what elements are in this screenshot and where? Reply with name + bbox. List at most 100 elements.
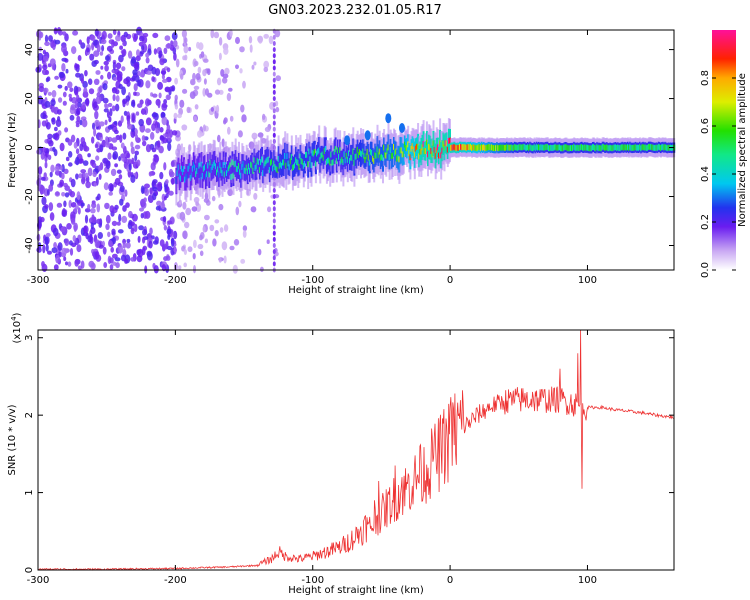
spectrogram-noise-blob	[91, 216, 97, 224]
spectrogram-streak-blob	[272, 236, 276, 242]
spectrogram-ridge-core	[242, 161, 245, 167]
spectrogram-noise-blob	[132, 69, 138, 76]
spectrogram-ridge-core	[358, 149, 361, 155]
spectrogram-noise-blob	[145, 80, 151, 89]
spectrogram-noise-blob	[63, 168, 69, 174]
spectrogram-noise-blob	[207, 68, 211, 76]
spectrogram-noise-blob	[212, 238, 217, 247]
spectrogram-noise-blob	[54, 165, 60, 172]
spectrogram-ridge-core	[491, 144, 494, 151]
spectrogram-noise-blob	[229, 115, 234, 122]
spectrogram-noise-blob	[103, 182, 109, 191]
spectrogram-ridge-core	[651, 144, 654, 151]
spectrogram-noise-blob	[131, 157, 135, 165]
spectrogram-ridge-core	[267, 156, 270, 163]
spectrogram-ridge-core	[435, 147, 438, 154]
spectrogram-noise-blob	[62, 100, 67, 106]
spectrogram-ridge-core	[467, 144, 470, 150]
spectrogram-noise-blob	[117, 120, 123, 127]
spectrogram-noise-blob	[39, 185, 46, 195]
spectrogram-noise-blob	[83, 144, 88, 152]
spectrogram-noise-blob	[82, 160, 89, 166]
spectrogram-ridge-core	[585, 144, 588, 151]
spectrogram-noise-blob	[141, 108, 146, 115]
colorbar: 0.0 0.2 0.4 0.6 0.8 Normalized spectral ampl…	[700, 30, 748, 278]
spectrogram-noise-blob	[218, 203, 224, 211]
spectrogram-ridge-core	[390, 153, 393, 160]
spectrogram-noise-blob	[38, 166, 43, 175]
spectrogram-noise-blob	[101, 30, 107, 40]
spectrogram-ridge-core	[238, 163, 240, 169]
spectrogram-ridge-core	[587, 145, 590, 151]
spectrogram-noise-blob	[140, 185, 145, 194]
spectrogram-noise-blob	[166, 228, 172, 235]
spectrogram-noise-blob	[70, 134, 76, 143]
spectrogram-noise-blob	[52, 108, 57, 114]
spectrogram-noise-blob	[44, 161, 48, 169]
spectrogram-ridge-core	[660, 145, 662, 151]
spectrogram-ridge-core	[276, 166, 279, 173]
spectrogram-noise-blob	[142, 211, 148, 219]
spectrogram-ridge-core	[561, 145, 564, 152]
spectrogram-noise-blob	[174, 103, 179, 110]
spectrogram-noise-blob	[50, 99, 56, 106]
spectrogram-streak-blob	[272, 212, 276, 218]
spectrogram-noise-blob	[214, 89, 221, 95]
spectrogram-noise-blob	[112, 151, 119, 160]
spectrogram-noise-blob	[91, 162, 97, 168]
spectrogram-noise-blob	[79, 143, 84, 152]
spectrogram-ridge-core	[457, 145, 460, 151]
spectrogram-noise-blob	[107, 231, 111, 238]
spectrogram-noise-blob	[268, 35, 274, 45]
spectrogram-noise-blob	[134, 144, 141, 150]
spectrogram-noise-blob	[130, 146, 135, 155]
spectrogram-ridge-core	[283, 159, 286, 166]
spectrogram-ridge-core	[519, 144, 522, 150]
spectrogram-noise-blob	[164, 87, 171, 93]
spectrogram-noise-blob	[138, 225, 145, 231]
spectrogram-noise-blob	[106, 111, 110, 118]
spectrogram-ridge-core	[411, 143, 414, 149]
spectrogram-noise-blob	[58, 71, 64, 79]
spectrogram-noise-blob	[75, 148, 80, 155]
spectrogram-noise-blob	[85, 97, 90, 107]
spectrogram-streak-blob	[272, 243, 276, 248]
spectrogram-noise-blob	[44, 236, 49, 246]
spectrogram-noise-blob	[251, 132, 258, 140]
spectrogram-streak-blob	[272, 255, 276, 261]
spectrogram-noise-blob	[202, 87, 206, 97]
spectrogram-ridge-core	[599, 145, 602, 152]
spectrogram-noise-blob	[242, 80, 246, 89]
spectrogram-ridge-core	[546, 144, 549, 150]
spectrogram-noise-blob	[104, 103, 108, 108]
spectrogram-noise-blob	[59, 142, 65, 152]
spectrogram-ridge-core	[398, 156, 401, 163]
spectrogram-noise-blob	[235, 64, 239, 70]
spectrogram-noise-blob	[42, 244, 46, 254]
spectrogram-noise-blob	[119, 134, 123, 143]
spectrogram-ridge-core	[309, 156, 312, 163]
spectrogram-ridge-core	[277, 156, 280, 162]
spectrogram-y-tick-label: 40	[24, 43, 35, 56]
spectrogram-noise-blob	[142, 43, 148, 53]
spectrogram-ridge-core	[211, 164, 214, 170]
spectrogram-noise-blob	[77, 55, 82, 62]
spectrogram-ridge-core	[478, 144, 481, 150]
spectrogram-noise-blob	[43, 87, 49, 94]
spectrogram-noise-blob	[109, 108, 113, 117]
spectrogram-ridge-core	[496, 144, 499, 151]
spectrogram-noise-blob	[142, 140, 147, 147]
spectrogram-ridge-core	[646, 144, 649, 151]
spectrogram-ridge-core	[558, 144, 561, 151]
spectrogram-ridge-core	[216, 169, 218, 176]
spectrogram-noise-blob	[168, 190, 174, 196]
spectrogram-ridge-core	[289, 158, 292, 165]
spectrogram-ridge-core	[374, 152, 377, 159]
spectrogram-ridge-core	[528, 145, 531, 152]
spectrogram-ridge-core	[257, 159, 260, 165]
spectrogram-ridge-core	[531, 145, 534, 152]
spectrogram-noise-blob	[153, 154, 160, 163]
spectrogram-ridge-core	[608, 145, 611, 152]
spectrogram-ridge-core	[317, 148, 320, 155]
spectrogram-ridge-core	[312, 150, 315, 157]
